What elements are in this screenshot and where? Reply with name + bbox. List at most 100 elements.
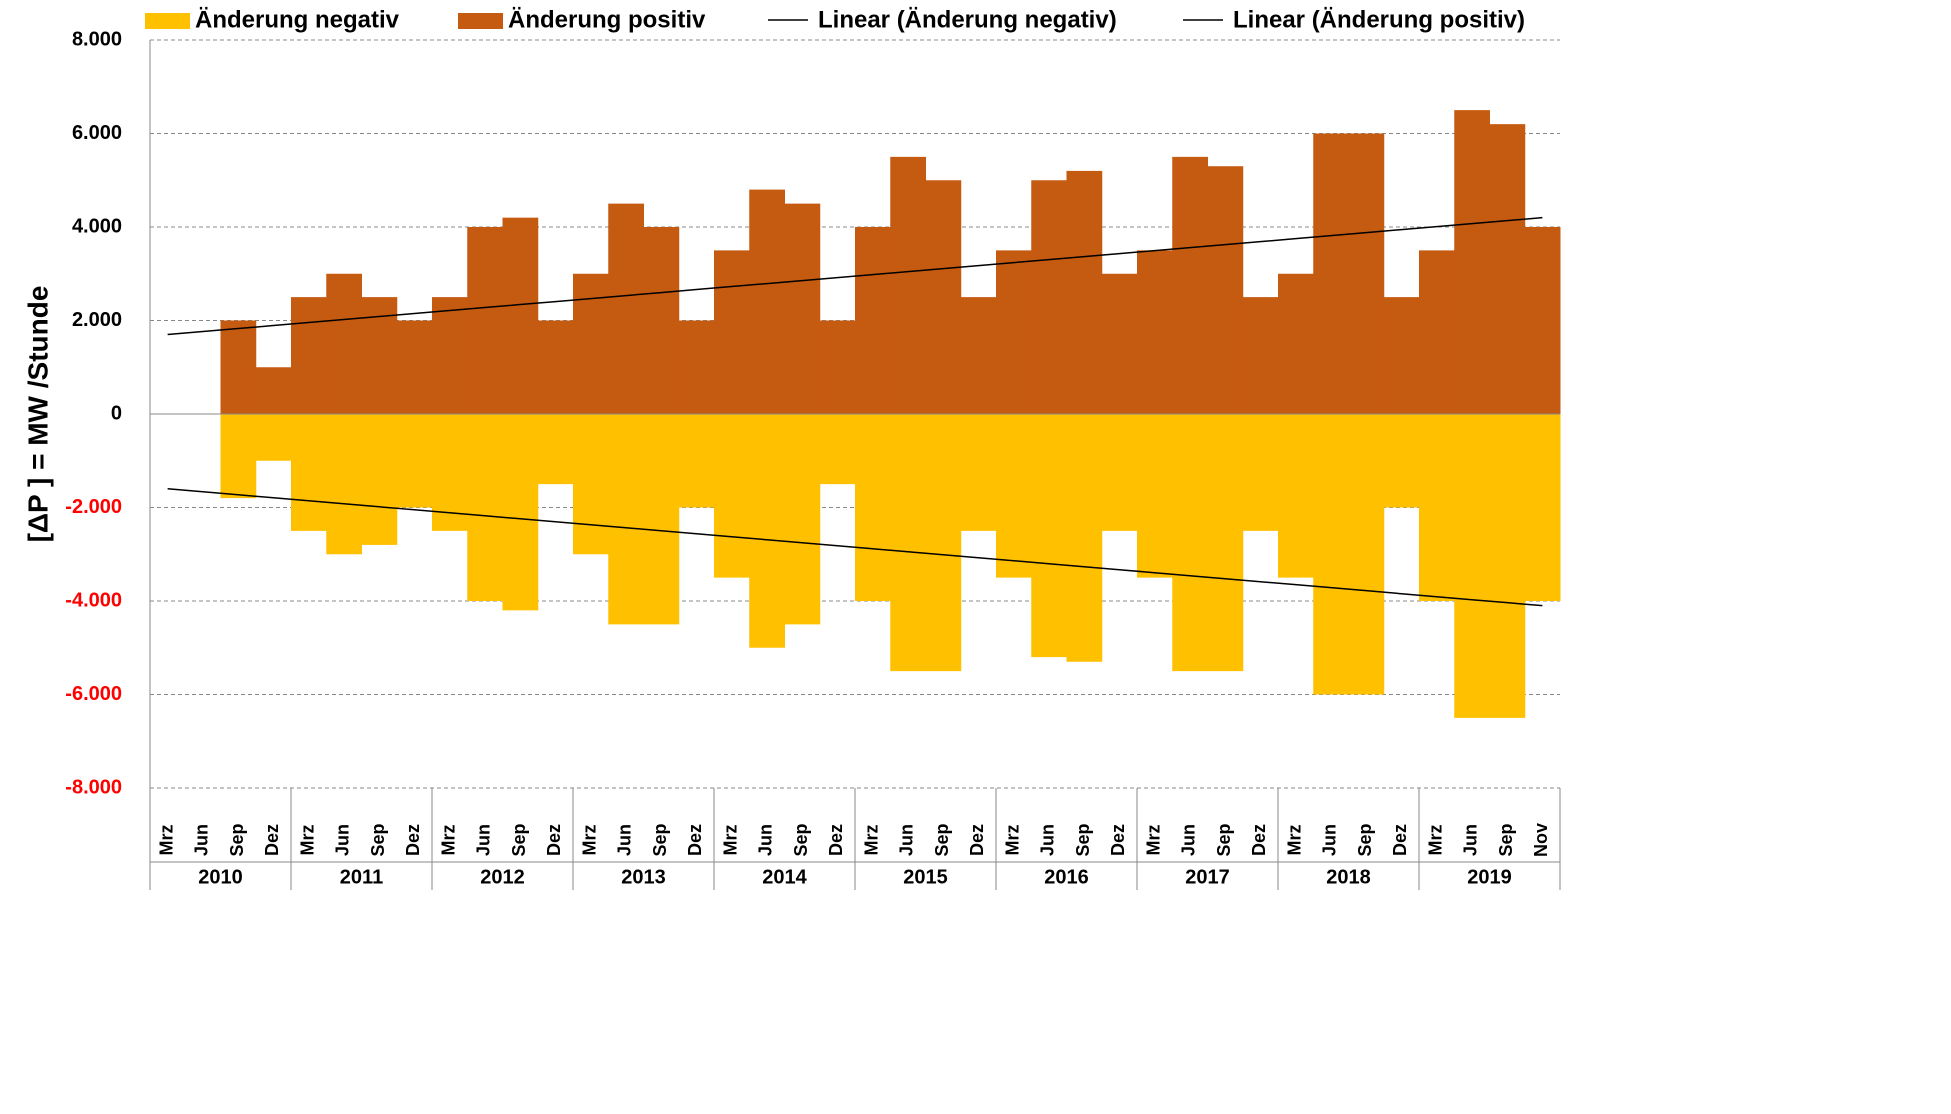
bar bbox=[291, 297, 327, 414]
legend-label: Linear (Änderung positiv) bbox=[1233, 6, 1525, 33]
bar bbox=[714, 414, 750, 578]
year-label: 2015 bbox=[903, 866, 948, 888]
year-label: 2010 bbox=[198, 866, 243, 888]
legend-swatch bbox=[145, 13, 190, 29]
y-tick-label: 8.000 bbox=[72, 28, 122, 50]
x-tick-label: Dez bbox=[544, 824, 564, 856]
bar bbox=[1137, 250, 1173, 414]
x-tick-label: Nov bbox=[1531, 823, 1551, 857]
bar bbox=[537, 320, 574, 414]
bar bbox=[255, 367, 292, 414]
y-tick-label: -8.000 bbox=[65, 776, 122, 798]
legend-label: Änderung negativ bbox=[195, 6, 400, 33]
bar bbox=[326, 414, 362, 555]
bar bbox=[1031, 414, 1067, 658]
bar bbox=[1383, 297, 1420, 414]
x-tick-label: Sep bbox=[509, 823, 529, 856]
bar bbox=[784, 414, 821, 625]
bar bbox=[819, 320, 856, 414]
bar bbox=[890, 156, 926, 414]
bar bbox=[1313, 414, 1349, 695]
x-tick-label: Mrz bbox=[1425, 825, 1445, 856]
bar bbox=[678, 320, 715, 414]
bar bbox=[678, 414, 715, 508]
bar bbox=[1489, 414, 1526, 718]
bar bbox=[467, 414, 503, 601]
bar bbox=[784, 203, 821, 414]
bar bbox=[1383, 414, 1420, 508]
bar bbox=[749, 189, 785, 414]
x-tick-label: Jun bbox=[1461, 824, 1481, 856]
bar bbox=[396, 414, 433, 508]
bar bbox=[1524, 414, 1561, 601]
x-tick-label: Mrz bbox=[156, 825, 176, 856]
x-tick-label: Mrz bbox=[1284, 825, 1304, 856]
x-tick-label: Dez bbox=[403, 824, 423, 856]
bar bbox=[537, 414, 574, 485]
bar bbox=[608, 203, 644, 414]
bar bbox=[361, 297, 398, 414]
trend-line bbox=[167, 216, 1543, 336]
bar bbox=[1489, 124, 1526, 415]
year-label: 2011 bbox=[340, 866, 383, 888]
bar bbox=[960, 297, 997, 414]
legend-swatch bbox=[458, 13, 503, 29]
y-tick-label: -2.000 bbox=[65, 496, 122, 518]
bar bbox=[996, 414, 1032, 578]
bar bbox=[396, 320, 433, 414]
bar bbox=[1031, 180, 1067, 414]
bar bbox=[467, 227, 503, 414]
bar bbox=[1313, 133, 1349, 414]
x-tick-label: Sep bbox=[1214, 823, 1234, 856]
bar bbox=[925, 180, 962, 414]
bar bbox=[502, 217, 539, 414]
bar bbox=[361, 414, 398, 545]
bar bbox=[819, 414, 856, 485]
bar bbox=[1172, 414, 1208, 672]
x-tick-label: Jun bbox=[1179, 824, 1199, 856]
x-tick-label: Sep bbox=[1073, 823, 1093, 856]
bar bbox=[1101, 414, 1138, 531]
bar bbox=[1454, 414, 1490, 718]
year-label: 2013 bbox=[621, 866, 666, 888]
bar bbox=[890, 414, 926, 672]
x-tick-label: Sep bbox=[368, 823, 388, 856]
bar bbox=[1419, 250, 1455, 414]
x-tick-label: Sep bbox=[1355, 823, 1375, 856]
y-tick-label: -4.000 bbox=[65, 589, 122, 611]
x-tick-label: Jun bbox=[1320, 824, 1340, 856]
x-tick-label: Dez bbox=[826, 824, 846, 856]
x-tick-label: Mrz bbox=[438, 825, 458, 856]
bar bbox=[220, 320, 257, 414]
x-tick-label: Mrz bbox=[720, 825, 740, 856]
x-tick-label: Mrz bbox=[579, 825, 599, 856]
bar bbox=[1278, 414, 1314, 578]
x-tick-label: Dez bbox=[685, 824, 705, 856]
bar bbox=[1172, 156, 1208, 414]
year-label: 2019 bbox=[1467, 866, 1512, 888]
bar bbox=[714, 250, 750, 414]
bar bbox=[1348, 414, 1385, 695]
x-tick-label: Jun bbox=[615, 824, 635, 856]
x-tick-label: Dez bbox=[1108, 824, 1128, 856]
bar bbox=[925, 414, 962, 672]
x-tick-label: Mrz bbox=[1002, 825, 1022, 856]
bar bbox=[960, 414, 997, 531]
x-tick-label: Dez bbox=[967, 824, 987, 856]
bar bbox=[1348, 133, 1385, 414]
year-label: 2016 bbox=[1044, 866, 1089, 888]
bar bbox=[573, 414, 609, 555]
y-tick-label: 4.000 bbox=[72, 215, 122, 237]
bar bbox=[432, 297, 468, 414]
bar bbox=[608, 414, 644, 625]
x-tick-label: Dez bbox=[262, 824, 282, 856]
x-tick-label: Jun bbox=[192, 824, 212, 856]
bar bbox=[1524, 227, 1561, 414]
x-tick-label: Sep bbox=[227, 823, 247, 856]
bar bbox=[326, 273, 362, 414]
y-tick-label: 0 bbox=[111, 402, 122, 424]
x-tick-label: Sep bbox=[650, 823, 670, 856]
bar bbox=[643, 227, 680, 414]
bar bbox=[855, 414, 891, 601]
